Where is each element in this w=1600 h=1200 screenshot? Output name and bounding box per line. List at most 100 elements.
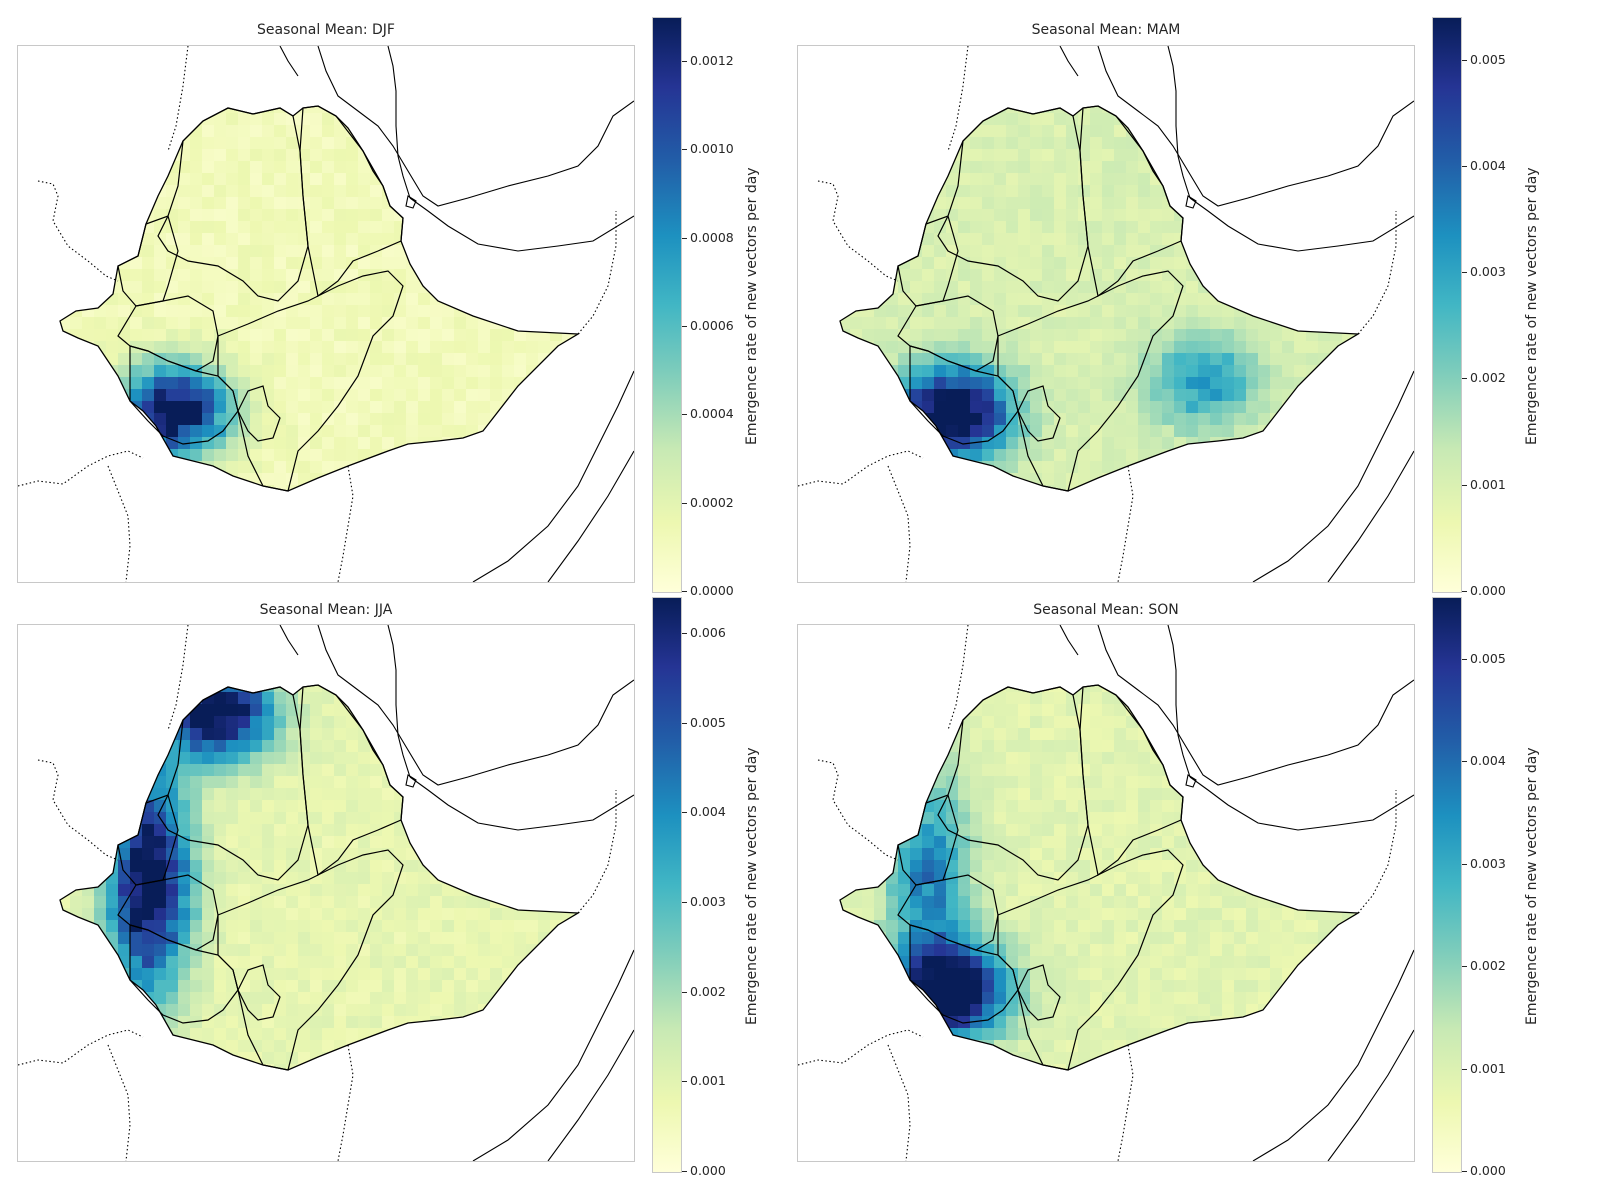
heat-cell xyxy=(274,437,287,450)
heat-cell xyxy=(840,106,851,114)
heat-cell xyxy=(1162,425,1175,438)
heat-cell xyxy=(298,449,311,462)
heat-cell xyxy=(442,908,455,921)
heat-cell xyxy=(1066,293,1079,306)
heat-cell xyxy=(82,449,95,462)
heat-cell xyxy=(286,836,299,849)
heat-cell xyxy=(840,704,851,717)
heat-cell xyxy=(526,149,539,162)
heat-cell xyxy=(382,932,395,945)
heat-cell xyxy=(490,389,503,402)
heat-cell xyxy=(1342,800,1355,813)
heat-cell xyxy=(154,1064,167,1070)
coastline xyxy=(279,625,299,656)
heat-cell xyxy=(286,908,299,921)
heat-cell xyxy=(922,317,935,330)
heat-cell xyxy=(1210,113,1223,126)
heat-cell xyxy=(538,281,551,294)
heat-cell xyxy=(94,365,107,378)
heat-cell xyxy=(358,317,371,330)
heat-cell xyxy=(898,461,911,474)
heat-cell xyxy=(1234,185,1247,198)
heat-cell xyxy=(190,401,203,414)
heat-cell xyxy=(946,341,959,354)
heat-cell xyxy=(1198,149,1211,162)
heat-cell xyxy=(994,473,1007,486)
heat-cell xyxy=(502,992,515,1005)
heat-cell xyxy=(430,341,443,354)
heat-cell xyxy=(562,125,575,138)
heat-cell xyxy=(1150,125,1163,138)
heat-cell xyxy=(118,473,131,486)
heat-cell xyxy=(226,449,239,462)
heat-cell xyxy=(922,173,935,186)
heat-cell xyxy=(922,245,935,258)
heat-cell xyxy=(874,401,887,414)
heat-cell xyxy=(502,341,515,354)
heat-cell xyxy=(94,1052,107,1065)
heat-cell xyxy=(934,485,947,491)
heat-cell xyxy=(1318,437,1331,450)
heat-cell xyxy=(1114,704,1127,717)
heat-cell xyxy=(250,341,263,354)
heat-cell xyxy=(1282,173,1295,186)
heat-cell xyxy=(1042,413,1055,426)
heat-cell xyxy=(178,185,191,198)
heat-cell xyxy=(970,728,983,741)
heat-cell xyxy=(574,932,578,945)
heat-cell xyxy=(250,956,263,969)
heat-cell xyxy=(298,788,311,801)
heat-cell xyxy=(286,788,299,801)
heat-cell xyxy=(1210,149,1223,162)
heat-cell xyxy=(394,353,407,366)
heat-cell xyxy=(922,161,935,174)
heat-cell xyxy=(466,860,479,873)
heat-cell xyxy=(142,685,155,693)
heat-cell xyxy=(82,389,95,402)
heat-cell xyxy=(874,269,887,282)
heat-cell xyxy=(1126,776,1139,789)
heat-cell xyxy=(214,992,227,1005)
heat-cell xyxy=(310,824,323,837)
heat-cell xyxy=(1054,305,1067,318)
heat-cell xyxy=(502,137,515,150)
heat-cell xyxy=(226,221,239,234)
heat-cell xyxy=(982,692,995,705)
heat-cell xyxy=(1030,485,1043,491)
heat-cell xyxy=(1006,437,1019,450)
heat-cell xyxy=(874,728,887,741)
heat-cell xyxy=(418,161,431,174)
heat-cell xyxy=(418,824,431,837)
heat-cell xyxy=(442,365,455,378)
heat-cell xyxy=(982,413,995,426)
heat-cell xyxy=(466,449,479,462)
heat-cell xyxy=(454,149,467,162)
heat-cell xyxy=(466,221,479,234)
heat-cell xyxy=(1054,413,1067,426)
heat-cell xyxy=(1318,281,1331,294)
heat-cell xyxy=(358,704,371,717)
heat-cell xyxy=(262,1052,275,1065)
heat-cell xyxy=(382,920,395,933)
heat-cell xyxy=(1066,185,1079,198)
heat-cell xyxy=(118,413,131,426)
heat-cell xyxy=(922,353,935,366)
heat-cell xyxy=(130,884,143,897)
heat-cell xyxy=(982,149,995,162)
heat-cell xyxy=(982,281,995,294)
heat-cell xyxy=(142,293,155,306)
heat-cell xyxy=(898,740,911,753)
heat-cell xyxy=(874,461,887,474)
heat-cell xyxy=(214,944,227,957)
heat-cell xyxy=(1162,485,1175,491)
heat-cell xyxy=(178,1064,191,1070)
heat-cell xyxy=(130,425,143,438)
heat-cell xyxy=(250,377,263,390)
region-boundary xyxy=(997,270,1184,492)
heat-cell xyxy=(562,185,575,198)
heat-cell xyxy=(934,401,947,414)
heat-cell xyxy=(874,812,887,825)
heat-cell xyxy=(1102,449,1115,462)
heat-cell xyxy=(526,293,539,306)
heat-cell xyxy=(1198,245,1211,258)
